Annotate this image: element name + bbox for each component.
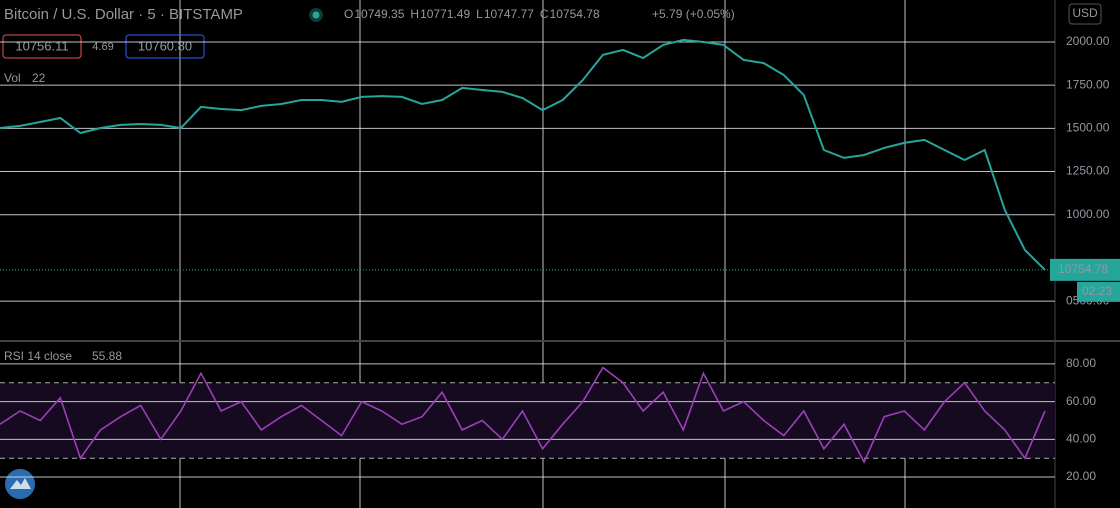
y-tick-label: 1250.00 [1066, 164, 1110, 178]
ask[interactable]: 10760.80 [138, 38, 192, 53]
ohlc-key: O [344, 7, 353, 21]
ohlc-key: H [410, 7, 419, 21]
spread: 4.69 [92, 41, 113, 53]
y-tick-label: 1750.00 [1066, 77, 1110, 91]
countdown: 02:23 [1082, 284, 1112, 298]
countdown-box [1077, 281, 1120, 302]
y-tick-label: 60.00 [1066, 394, 1096, 408]
price-tag: 10754.78 [1058, 262, 1108, 276]
ask-box[interactable] [125, 34, 205, 59]
volume-value: 22 [32, 71, 46, 85]
bid-box[interactable] [2, 34, 82, 59]
price-line [0, 38, 1046, 271]
y-tick-label: 40.00 [1066, 432, 1096, 446]
ohlc-key: C [540, 7, 549, 21]
logo[interactable] [5, 469, 35, 499]
ohlc-value: 10747.77 [484, 7, 534, 21]
ohlc-value: 10771.49 [420, 7, 470, 21]
bid[interactable]: 10756.11 [15, 38, 68, 53]
symbol: Bitcoin / U.S. Dollar · 5 · BITSTAMP [4, 6, 243, 23]
volume-label: Vol [4, 71, 21, 85]
currency-box[interactable] [1068, 3, 1102, 25]
y-tick-label: 1000.00 [1066, 207, 1110, 221]
y-tick-label: 1500.00 [1066, 121, 1110, 135]
currency[interactable]: USD [1072, 6, 1098, 20]
y-tick-label: 2000.00 [1066, 34, 1110, 48]
status-dot [312, 11, 320, 19]
rsi-label: RSI 14 close [4, 349, 72, 363]
logo-icon[interactable] [10, 478, 31, 489]
change: +5.79 (+0.05%) [652, 7, 735, 21]
y-tick-label: 20.00 [1066, 469, 1096, 483]
rsi-value: 55.88 [92, 349, 122, 363]
y-tick-label: 80.00 [1066, 356, 1096, 370]
ohlc-key: L [476, 7, 483, 21]
price-tag-box [1050, 258, 1120, 281]
ohlc: O 10749.35 H 10771.49 L 10747.77 C 10754.78 [344, 7, 600, 21]
ohlc-value: 10754.78 [550, 7, 600, 21]
ohlc-value: 10749.35 [354, 7, 404, 21]
rsi-line [0, 366, 1046, 464]
